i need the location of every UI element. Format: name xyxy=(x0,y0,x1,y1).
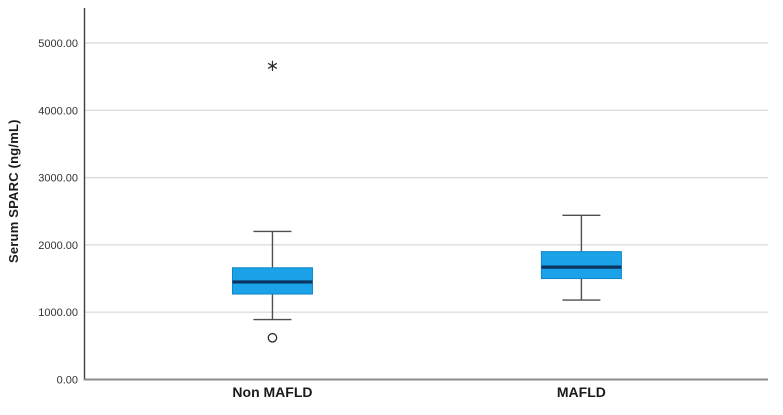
x-category-label: MAFLD xyxy=(557,384,606,400)
y-tick-label: 1000.00 xyxy=(38,307,78,319)
y-tick-label: 3000.00 xyxy=(38,173,78,185)
y-tick-label: 5000.00 xyxy=(38,38,78,50)
y-tick-label: 2000.00 xyxy=(38,240,78,252)
extreme-outlier-asterisk-marker xyxy=(267,60,278,72)
iqr-box xyxy=(540,251,622,280)
x-category-label: Non MAFLD xyxy=(232,384,312,400)
outlier-circle-marker xyxy=(267,332,278,343)
y-tick-label: 0.00 xyxy=(57,375,78,387)
box-group-non-mafld xyxy=(231,60,313,343)
y-tick-label: 4000.00 xyxy=(38,105,78,117)
box-group-mafld xyxy=(540,214,622,301)
